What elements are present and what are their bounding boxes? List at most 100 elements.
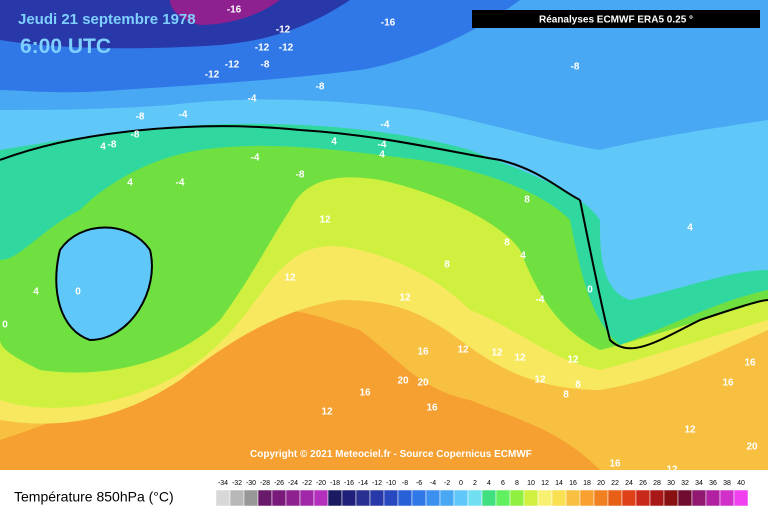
legend-label: Température 850hPa (°C) — [14, 489, 174, 505]
contour-label: 20 — [397, 376, 409, 387]
scale-tick-label: -4 — [430, 480, 436, 487]
contour-label: -4 — [381, 120, 390, 131]
scale-swatch — [257, 489, 273, 507]
scale-tick-label: -18 — [330, 480, 340, 487]
contour-label: 4 — [100, 142, 106, 153]
scale-swatch — [271, 489, 287, 507]
copyright: Copyright © 2021 Meteociel.fr - Source C… — [250, 449, 532, 460]
contour-label: 12 — [684, 425, 696, 436]
contour-label: 4 — [33, 287, 39, 298]
scale-tick-label: 6 — [501, 480, 505, 487]
scale-swatch — [551, 489, 567, 507]
scale-tick-label: 16 — [569, 480, 577, 487]
scale-tick-label: 8 — [515, 480, 519, 487]
scale-tick-label: 18 — [583, 480, 591, 487]
scale-swatch — [355, 489, 371, 507]
contour-label: -4 — [248, 94, 257, 105]
contour-label: 8 — [524, 195, 530, 206]
scale-swatch — [467, 489, 483, 507]
scale-swatch — [663, 489, 679, 507]
contour-label: 12 — [514, 353, 526, 364]
contour-label: -12 — [225, 60, 240, 71]
scale-tick-label: 2 — [473, 480, 477, 487]
scale-tick-label: -12 — [372, 480, 382, 487]
scale-swatch — [313, 489, 329, 507]
scale-tick-label: 22 — [611, 480, 619, 487]
scale-tick-label: -22 — [302, 480, 312, 487]
scale-tick-label: 24 — [625, 480, 633, 487]
contour-label: 8 — [575, 380, 581, 391]
contour-label: 12 — [457, 345, 469, 356]
contour-label: -12 — [205, 70, 220, 81]
contour-label: 16 — [359, 388, 371, 399]
contour-label: 4 — [687, 223, 693, 234]
scale-tick-label: 14 — [555, 480, 563, 487]
scale-tick-label: -6 — [416, 480, 422, 487]
contour-label: 12 — [399, 293, 411, 304]
scale-tick-label: -20 — [316, 480, 326, 487]
scale-tick-label: -8 — [402, 480, 408, 487]
contour-labels: -16-16-12-12-12-12 -8-12-8-4-8-8-4-8-4-84… — [2, 5, 758, 476]
scale-swatch — [383, 489, 399, 507]
scale-tick-label: 32 — [681, 480, 689, 487]
contour-label: -4 — [179, 110, 188, 121]
scale-tick-label: -24 — [288, 480, 298, 487]
contour-label: -12 — [276, 25, 291, 36]
scale-swatch — [215, 489, 231, 507]
scale-tick-label: -34 — [218, 480, 228, 487]
contour-label: 20 — [746, 442, 758, 453]
scale-swatch — [299, 489, 315, 507]
contour-label: 0 — [587, 285, 593, 296]
scale-swatch — [579, 489, 595, 507]
scale-tick-label: -16 — [344, 480, 354, 487]
scale-swatch — [593, 489, 609, 507]
contour-label: 4 — [331, 137, 337, 148]
scale-tick-label: 38 — [723, 480, 731, 487]
scale-tick-label: 40 — [737, 480, 745, 487]
contour-label: 16 — [417, 347, 429, 358]
scale-tick-label: 10 — [527, 480, 535, 487]
scale-tick-label: 28 — [653, 480, 661, 487]
scale-tick-label: -28 — [260, 480, 270, 487]
contour-label: 12 — [567, 355, 579, 366]
scale-swatch — [523, 489, 539, 507]
scale-tick-label: -30 — [246, 480, 256, 487]
scale-swatch — [369, 489, 385, 507]
scale-swatch — [705, 489, 721, 507]
scale-swatch — [635, 489, 651, 507]
scale-swatch — [397, 489, 413, 507]
color-scale: -34 -32 -30 -28 -26 -24 -22 -20 -18 -16 -14 -12 -10-… — [215, 480, 749, 507]
scale-tick-label: 26 — [639, 480, 647, 487]
contour-label: 16 — [609, 459, 621, 470]
contour-label: 16 — [426, 403, 438, 414]
scale-tick-label: 20 — [597, 480, 605, 487]
contour-label: -4 — [176, 178, 185, 189]
source: Réanalyses ECMWF ERA5 0.25 ° — [539, 15, 693, 26]
scale-swatch — [341, 489, 357, 507]
contour-label: -8 — [261, 60, 270, 71]
contour-label: -8 — [131, 130, 140, 141]
scale-tick-label: -32 — [232, 480, 242, 487]
scale-swatch — [537, 489, 553, 507]
scale-swatch — [481, 489, 497, 507]
scale-tick-label: -2 — [444, 480, 450, 487]
scale-swatch — [229, 489, 245, 507]
contour-label: -8 — [108, 140, 117, 151]
scale-tick-label: -10 — [386, 480, 396, 487]
contour-label: 12 — [321, 407, 333, 418]
contour-label: 0 — [75, 287, 81, 298]
contour-label: 12 — [284, 273, 296, 284]
scale-swatch — [453, 489, 469, 507]
contour-label: -8 — [136, 112, 145, 123]
contour-label: 4 — [127, 178, 133, 189]
contour-label: 8 — [444, 260, 450, 271]
scale-swatch — [439, 489, 455, 507]
contour-label: -4 — [536, 295, 545, 306]
contour-label: 12 — [534, 375, 546, 386]
scale-tick-label: 36 — [709, 480, 717, 487]
scale-swatch — [495, 489, 511, 507]
contour-label: 4 — [379, 150, 385, 161]
scale-swatch — [243, 489, 259, 507]
contour-label: 12 — [491, 348, 503, 359]
time: 6:00 UTC — [20, 35, 111, 58]
